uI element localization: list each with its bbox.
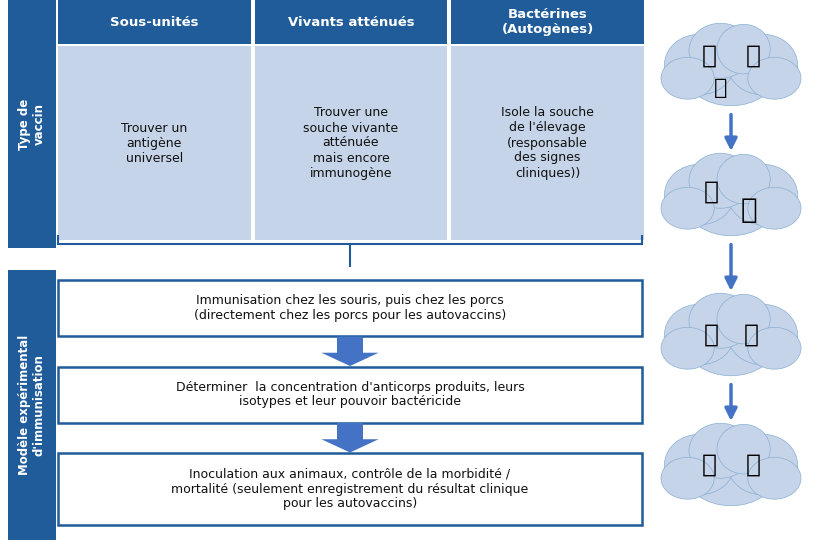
Bar [8, 270, 56, 540]
Ellipse shape [660, 58, 713, 99]
Ellipse shape [688, 423, 751, 478]
Bar [8, 0, 56, 248]
Text: Bactérines
(Autogènes): Bactérines (Autogènes) [501, 8, 593, 36]
Bar [255, 0, 447, 44]
Ellipse shape [747, 327, 800, 369]
Text: Inoculation aux animaux, contrôle de la morbidité /
mortalité (seulement enregis: Inoculation aux animaux, contrôle de la … [171, 467, 528, 511]
Ellipse shape [726, 434, 797, 495]
Text: 💉: 💉 [700, 453, 716, 477]
Ellipse shape [726, 304, 797, 365]
Bar [450, 0, 643, 44]
Text: Immunisation chez les souris, puis chez les porcs
(directement chez les porcs po: Immunisation chez les souris, puis chez … [193, 294, 505, 322]
Text: 🧪: 🧪 [743, 323, 758, 347]
Ellipse shape [660, 327, 713, 369]
Text: Isole la souche
de l'élevage
(responsable
des signes
cliniques)): Isole la souche de l'élevage (responsabl… [500, 106, 594, 180]
Text: Sous-unités: Sous-unités [110, 15, 198, 28]
Ellipse shape [688, 153, 751, 208]
Bar [58, 367, 641, 423]
Ellipse shape [747, 58, 800, 99]
Text: 🐖: 🐖 [740, 196, 757, 224]
Ellipse shape [688, 23, 751, 78]
Ellipse shape [685, 439, 776, 506]
Bar [255, 46, 447, 240]
Bar [58, 453, 641, 525]
Bar [58, 46, 251, 240]
Text: 🔬: 🔬 [744, 44, 759, 68]
Text: 🐀: 🐀 [703, 180, 717, 204]
Bar [58, 280, 641, 336]
Ellipse shape [685, 170, 776, 236]
Text: Trouver un
antigène
universel: Trouver un antigène universel [121, 122, 188, 164]
Ellipse shape [726, 164, 797, 225]
Text: Trouver une
souche vivante
atténuée
mais encore
immunogène: Trouver une souche vivante atténuée mais… [303, 106, 398, 180]
Ellipse shape [726, 34, 797, 95]
Text: Modèle expérimental
d'immunisation: Modèle expérimental d'immunisation [18, 335, 46, 475]
Ellipse shape [685, 310, 776, 376]
Ellipse shape [747, 187, 800, 229]
Ellipse shape [663, 164, 734, 225]
Ellipse shape [747, 458, 800, 499]
Bar [450, 46, 643, 240]
Ellipse shape [663, 434, 734, 495]
Ellipse shape [685, 40, 776, 106]
Ellipse shape [716, 424, 769, 474]
Text: Type de
vaccin: Type de vaccin [18, 99, 46, 150]
Ellipse shape [716, 294, 769, 344]
Text: Déterminer  la concentration d'anticorps produits, leurs
isotypes et leur pouvoi: Déterminer la concentration d'anticorps … [175, 380, 523, 408]
Text: 🧪: 🧪 [713, 78, 726, 98]
Text: 🧫: 🧫 [703, 323, 717, 347]
Bar [58, 0, 251, 44]
Ellipse shape [663, 34, 734, 95]
Text: 🔍: 🔍 [700, 44, 716, 68]
Polygon shape [321, 336, 378, 366]
Ellipse shape [663, 304, 734, 365]
Text: Vivants atténués: Vivants atténués [287, 15, 414, 28]
Text: 🩺: 🩺 [744, 453, 759, 477]
Ellipse shape [716, 24, 769, 74]
Ellipse shape [716, 155, 769, 204]
Polygon shape [321, 423, 378, 453]
Ellipse shape [688, 293, 751, 348]
Ellipse shape [660, 458, 713, 499]
Ellipse shape [660, 187, 713, 229]
